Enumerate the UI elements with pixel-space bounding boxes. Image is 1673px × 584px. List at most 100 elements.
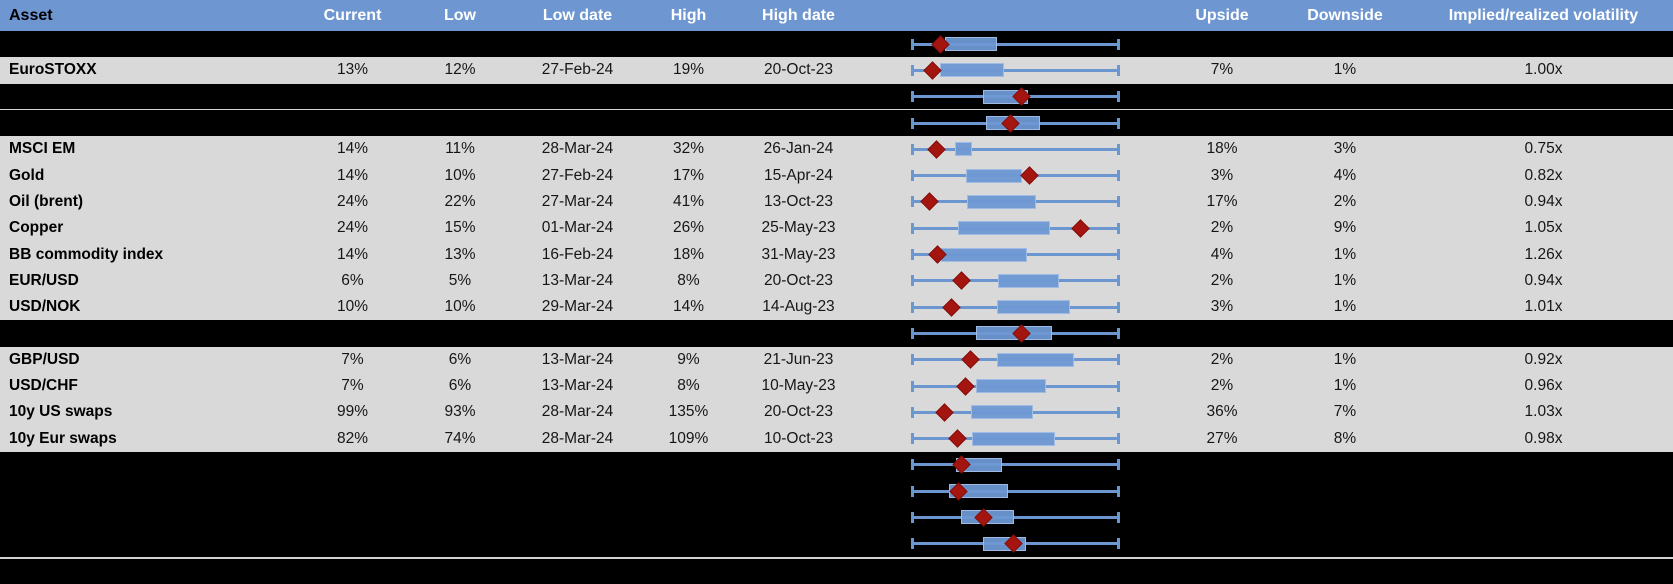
whisker-cap-left	[911, 511, 914, 523]
low-value: 10%	[444, 298, 476, 316]
range-plot-cell	[860, 162, 1168, 188]
box-whisker-plot	[911, 110, 1120, 136]
column-header-downside: Downside	[1307, 6, 1383, 24]
high-date: 10-May-23	[761, 377, 836, 394]
asset-name: EuroSTOXX	[9, 61, 97, 79]
implied-realized-value: 0.98x	[1524, 429, 1563, 447]
upside-value: 17%	[1206, 192, 1238, 210]
range-plot-cell	[860, 110, 1168, 136]
column-header-low: Low	[444, 6, 476, 24]
box-whisker-plot	[911, 136, 1120, 162]
range-plot-cell	[860, 268, 1168, 294]
whisker-cap-left	[911, 222, 914, 234]
table-row: EUR/USD 6% 5% 13-Mar-24 8% 20-Oct-23 2% …	[0, 267, 1673, 294]
high-value: 109%	[668, 429, 709, 447]
whisker-cap-right	[1117, 327, 1120, 339]
range-plot-cell	[860, 425, 1168, 451]
box-whisker-plot	[911, 268, 1120, 294]
range-box	[998, 273, 1060, 288]
range-plot-cell	[860, 241, 1168, 267]
whisker-cap-right	[1117, 249, 1120, 261]
low-date: 16-Feb-24	[541, 245, 614, 263]
table-row: 10y US swaps 99% 93% 28-Mar-24 135% 20-O…	[0, 399, 1673, 426]
whisker-cap-left	[911, 485, 914, 497]
whisker-cap-right	[1117, 196, 1120, 208]
box-whisker-plot	[911, 241, 1120, 267]
low-value: 15%	[444, 219, 476, 237]
implied-realized-value: 0.94x	[1524, 271, 1563, 289]
whisker-cap-left	[911, 64, 914, 76]
upside-value: 2%	[1210, 350, 1234, 368]
asset-name: 10y US swaps	[9, 403, 113, 421]
range-plot-cell	[860, 478, 1168, 504]
table-row: Oil (brent) 24% 22% 27-Mar-24 41% 13-Oct…	[0, 188, 1673, 216]
whisker-line	[912, 147, 1118, 151]
implied-realized-value: 0.82x	[1524, 166, 1563, 184]
whisker-cap-right	[1117, 380, 1120, 392]
current-value: 14%	[336, 140, 369, 158]
high-date: 21-Jun-23	[763, 350, 834, 368]
current-marker-diamond	[1071, 219, 1091, 238]
low-date: 28-Mar-24	[541, 429, 614, 447]
box-whisker-plot	[911, 347, 1120, 373]
whisker-cap-left	[911, 538, 914, 550]
box-whisker-plot	[911, 531, 1120, 557]
table-row: 10y Eur swaps 82% 74% 28-Mar-24 109% 10-…	[0, 425, 1673, 452]
asset-name: Gold	[9, 166, 45, 184]
box-whisker-plot	[911, 215, 1120, 241]
high-date: 13-Oct-23	[764, 192, 833, 210]
column-header-high-date: High date	[762, 6, 835, 24]
range-box	[941, 247, 1027, 262]
current-value: 14%	[336, 245, 369, 263]
current-value: 13%	[336, 61, 369, 79]
range-plot-cell	[860, 347, 1168, 373]
high-value: 18%	[672, 245, 705, 263]
whisker-cap-left	[911, 380, 914, 392]
box-whisker-plot	[911, 452, 1120, 478]
whisker-cap-left	[911, 91, 914, 103]
table-header-row: Asset Current Low Low date High High dat…	[0, 0, 1673, 31]
low-value: 74%	[444, 429, 476, 447]
low-date: 27-Mar-24	[541, 192, 614, 210]
whisker-cap-left	[911, 327, 914, 339]
whisker-cap-left	[911, 117, 914, 129]
downside-value: 1%	[1333, 377, 1357, 394]
table-row	[0, 478, 1673, 505]
range-plot-cell	[860, 399, 1168, 425]
range-box	[996, 352, 1074, 367]
current-marker-diamond	[1020, 166, 1039, 185]
table-row: USD/NOK 10% 10% 29-Mar-24 14% 14-Aug-23 …	[0, 293, 1673, 321]
box-whisker-plot	[911, 425, 1120, 451]
upside-value: 18%	[1206, 140, 1238, 158]
current-marker-diamond	[941, 297, 961, 317]
high-date: 20-Oct-23	[764, 403, 833, 421]
whisker-cap-right	[1117, 485, 1120, 497]
table-row: Gold 14% 10% 27-Feb-24 17% 15-Apr-24 3% …	[0, 162, 1673, 189]
table-row: BB commodity index 14% 13% 16-Feb-24 18%…	[0, 241, 1673, 268]
whisker-cap-right	[1117, 38, 1120, 50]
table-row	[0, 31, 1673, 58]
high-date: 26-Jan-24	[763, 140, 834, 158]
low-value: 93%	[444, 403, 476, 421]
whisker-cap-left	[911, 459, 914, 471]
asset-name: USD/NOK	[9, 298, 81, 316]
whisker-cap-right	[1117, 170, 1120, 182]
low-value: 6%	[448, 350, 472, 368]
downside-value: 1%	[1333, 61, 1357, 79]
whisker-cap-right	[1117, 64, 1120, 76]
range-plot-cell	[860, 452, 1168, 478]
range-box	[966, 168, 1022, 183]
downside-value: 2%	[1333, 192, 1357, 210]
upside-value: 2%	[1210, 271, 1234, 289]
whisker-cap-left	[911, 249, 914, 261]
implied-realized-value: 1.05x	[1524, 219, 1563, 237]
whisker-cap-right	[1117, 538, 1120, 550]
upside-value: 4%	[1210, 245, 1234, 263]
upside-value: 36%	[1206, 403, 1238, 421]
table-row	[0, 451, 1673, 479]
high-value: 8%	[677, 377, 700, 394]
downside-value: 9%	[1333, 219, 1357, 237]
low-value: 11%	[445, 140, 475, 158]
table-row: USD/CHF 7% 6% 13-Mar-24 8% 10-May-23 2% …	[0, 372, 1673, 400]
column-header-upside: Upside	[1195, 6, 1249, 24]
